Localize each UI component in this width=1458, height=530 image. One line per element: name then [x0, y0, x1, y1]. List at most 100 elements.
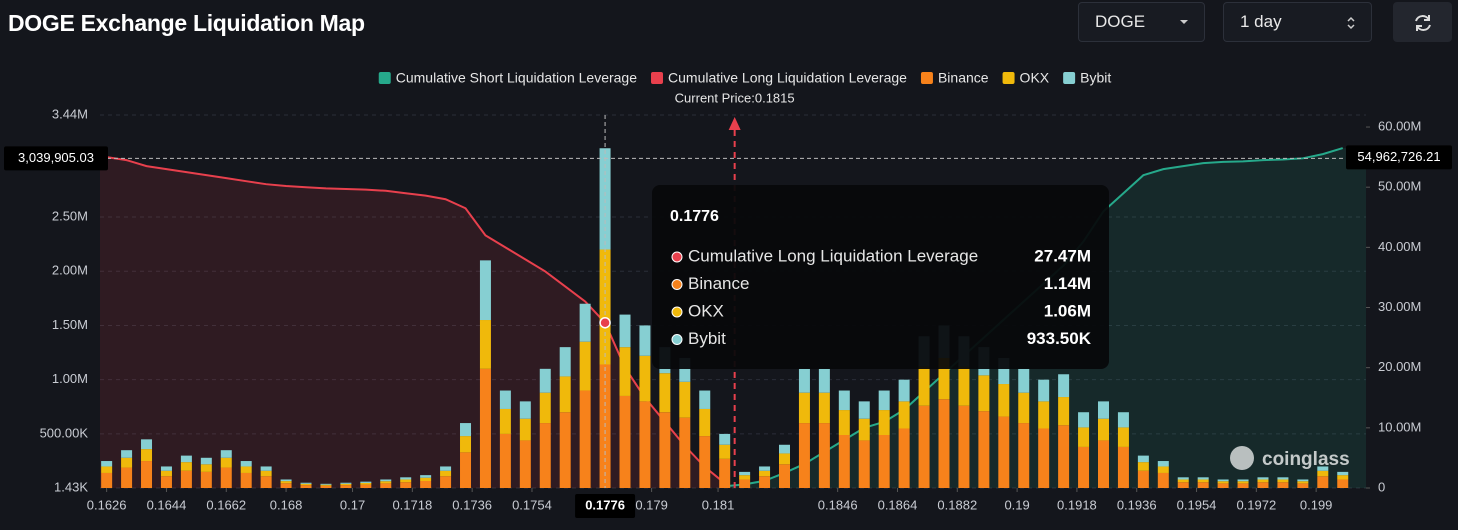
bar — [1157, 472, 1169, 488]
bar — [240, 472, 252, 488]
bar — [759, 470, 771, 477]
legend: Cumulative Short Liquidation Leverage Cum… — [378, 70, 1111, 86]
y2-tick-label: 50.00M — [1378, 179, 1421, 194]
bar — [1157, 466, 1169, 473]
bar — [220, 450, 232, 458]
bar — [958, 405, 970, 488]
bar — [719, 458, 731, 488]
bar — [141, 449, 153, 462]
bar — [858, 440, 870, 488]
bar — [160, 476, 172, 488]
bar — [280, 481, 292, 484]
bar — [1217, 479, 1229, 482]
x-tick-label: 0.1882 — [937, 497, 977, 512]
bar — [898, 401, 910, 429]
area-fill — [100, 157, 725, 488]
range-select[interactable]: 1 day — [1223, 2, 1372, 42]
x-tick-label: 0.1972 — [1236, 497, 1276, 512]
bar — [360, 481, 372, 483]
bar — [440, 476, 452, 488]
legend-swatch — [1063, 72, 1076, 84]
bar — [1197, 477, 1209, 480]
bar — [440, 470, 452, 477]
bar — [300, 485, 312, 488]
legend-label: Cumulative Short Liquidation Leverage — [396, 70, 637, 86]
x-tick-label: 0.1918 — [1057, 497, 1097, 512]
bar — [1337, 475, 1349, 480]
y-tick-label: 500.00K — [40, 425, 89, 440]
bar — [679, 381, 691, 418]
bar — [160, 470, 172, 477]
crosshair-x-label: 0.1776 — [585, 497, 625, 512]
y2-tick-label: 10.00M — [1378, 419, 1421, 434]
y2-tick-label: 30.00M — [1378, 299, 1421, 314]
tooltip-dot — [671, 334, 683, 345]
bar — [1237, 483, 1249, 488]
tooltip-title: 0.1776 — [670, 208, 719, 225]
tooltip-value: 1.14M — [1044, 274, 1091, 293]
legend-swatch — [651, 72, 664, 84]
spinner-icon — [1347, 16, 1355, 30]
bar — [699, 390, 711, 409]
x-tick-label: 0.1846 — [818, 497, 858, 512]
bar — [1277, 482, 1289, 488]
tooltip-dot — [671, 306, 683, 318]
bar — [1058, 397, 1070, 426]
bar — [1257, 482, 1269, 488]
bar — [938, 357, 950, 400]
bar — [1177, 477, 1189, 480]
bar — [779, 444, 791, 454]
bar — [699, 436, 711, 488]
bar — [1337, 479, 1349, 488]
symbol-value: DOGE — [1095, 12, 1146, 31]
bar — [1237, 481, 1249, 484]
x-tick-label: 0.181 — [702, 497, 735, 512]
bar — [1297, 481, 1309, 484]
bar — [101, 461, 113, 467]
tooltip-value: 1.06M — [1044, 301, 1091, 320]
x-tick-label: 0.1936 — [1117, 497, 1157, 512]
bar — [1117, 412, 1129, 428]
bar — [1018, 368, 1030, 393]
bar — [400, 477, 412, 480]
bar — [539, 368, 551, 393]
bar — [1157, 461, 1169, 467]
bar — [1237, 479, 1249, 482]
legend-swatch — [1002, 72, 1015, 84]
bar — [1097, 418, 1109, 441]
bar — [1058, 374, 1070, 398]
hover-dot — [599, 316, 611, 329]
bar — [838, 390, 850, 411]
refresh-button[interactable] — [1393, 2, 1452, 42]
bar — [121, 457, 133, 468]
bar — [499, 408, 511, 434]
bar — [300, 483, 312, 486]
tooltip-dot — [671, 279, 683, 290]
bar — [699, 408, 711, 437]
crosshair-y2-label: 54,962,726.21 — [1357, 149, 1440, 164]
bar — [420, 480, 432, 488]
bar — [160, 466, 172, 471]
bar — [1058, 425, 1070, 488]
bar — [1038, 428, 1050, 488]
crosshair-x-box — [575, 494, 636, 518]
bar — [1078, 412, 1090, 428]
x-tick-label: 0.1736 — [452, 497, 492, 512]
bar — [798, 368, 810, 393]
bar — [200, 457, 212, 465]
bar — [838, 435, 850, 488]
bar — [141, 461, 153, 488]
bar — [141, 439, 153, 450]
y2-tick-label: 0 — [1378, 479, 1385, 494]
bar — [619, 395, 631, 488]
bar — [479, 320, 491, 369]
bar — [739, 471, 751, 476]
bar — [1038, 401, 1050, 429]
bar — [1038, 379, 1050, 402]
tooltip-name: OKX — [688, 301, 724, 320]
watermark-logo — [1230, 446, 1254, 470]
symbol-select[interactable]: DOGE — [1078, 2, 1205, 42]
bar — [938, 399, 950, 488]
bar — [220, 467, 232, 488]
